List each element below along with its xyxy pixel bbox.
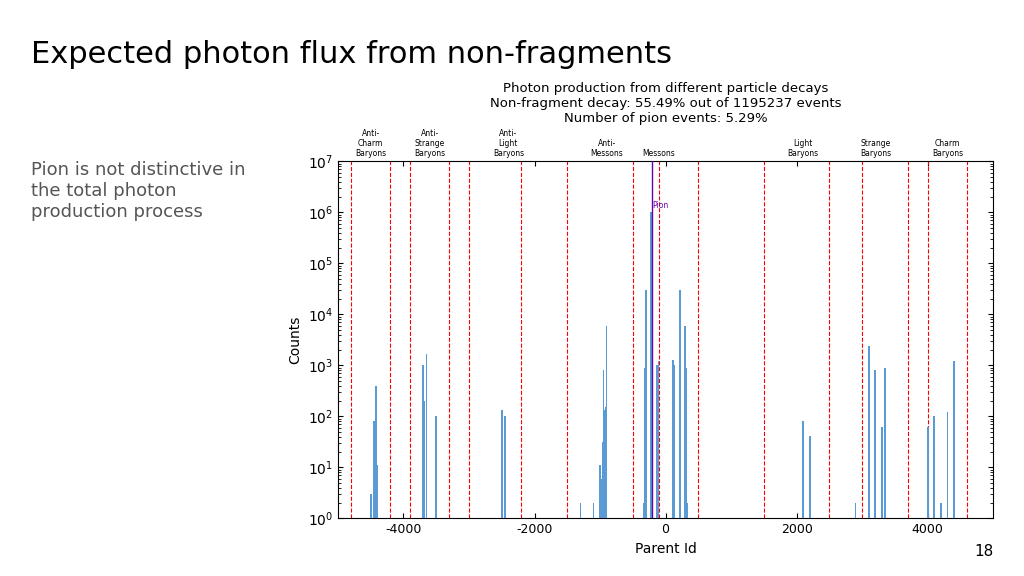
Text: Messons: Messons (643, 149, 676, 158)
Bar (602, 370, 604, 518)
Title: Photon production from different particle decays
Non-fragment decay: 55.49% out : Photon production from different particl… (489, 82, 842, 126)
Bar (599, 465, 601, 518)
Bar (422, 365, 424, 518)
Bar (679, 293, 680, 518)
Bar (672, 367, 674, 518)
Bar (605, 407, 607, 518)
Text: Anti-
Strange
Baryons: Anti- Strange Baryons (414, 128, 445, 158)
Bar (376, 457, 378, 518)
Bar (373, 421, 375, 518)
Text: Pion is not distinctive in
the total photon
production process: Pion is not distinctive in the total pho… (31, 161, 245, 221)
Bar (644, 367, 646, 518)
Bar (650, 365, 652, 518)
Bar (424, 401, 425, 518)
Bar (679, 365, 681, 518)
Bar (644, 503, 645, 518)
Bar (501, 410, 503, 518)
Text: Charm
Baryons: Charm Baryons (932, 139, 963, 158)
Bar (593, 503, 594, 518)
Bar (645, 290, 647, 518)
Bar (679, 377, 680, 518)
Bar (885, 367, 886, 518)
Bar (600, 479, 602, 518)
Bar (504, 416, 506, 518)
Bar (679, 290, 681, 518)
Bar (606, 325, 607, 518)
Bar (657, 361, 659, 518)
Bar (686, 503, 688, 518)
Bar (604, 410, 606, 518)
Bar (855, 503, 856, 518)
Bar (426, 354, 427, 518)
Bar (940, 503, 942, 518)
Bar (580, 503, 582, 518)
Text: Pion: Pion (652, 201, 668, 210)
Bar (809, 436, 811, 518)
Bar (686, 503, 687, 518)
Bar (657, 367, 659, 518)
Bar (927, 427, 929, 518)
Bar (600, 503, 601, 518)
Bar (803, 421, 804, 518)
Bar (657, 469, 658, 518)
Bar (602, 442, 603, 518)
Text: Strange
Baryons: Strange Baryons (860, 139, 891, 158)
Bar (377, 465, 378, 518)
Y-axis label: Counts: Counts (288, 316, 302, 364)
Bar (375, 385, 377, 518)
Bar (370, 494, 372, 518)
Text: Anti-
Light
Baryons: Anti- Light Baryons (493, 128, 524, 158)
X-axis label: Parent Id: Parent Id (635, 542, 696, 556)
Bar (684, 325, 686, 518)
Bar (672, 359, 674, 518)
Bar (946, 412, 948, 518)
Text: Light
Baryons: Light Baryons (787, 139, 819, 158)
Bar (685, 412, 687, 518)
Bar (650, 213, 652, 518)
Bar (435, 416, 437, 518)
Bar (881, 427, 883, 518)
Bar (953, 361, 954, 518)
Bar (644, 412, 646, 518)
Text: 18: 18 (974, 544, 993, 559)
Bar (673, 469, 674, 518)
Bar (685, 367, 687, 518)
Bar (685, 410, 687, 518)
Bar (656, 365, 657, 518)
Bar (644, 410, 646, 518)
Bar (651, 377, 652, 518)
Bar (934, 416, 935, 518)
Text: Expected photon flux from non-fragments: Expected photon flux from non-fragments (31, 40, 672, 69)
Bar (651, 293, 652, 518)
Bar (868, 346, 869, 518)
Text: Anti-
Charm
Baryons: Anti- Charm Baryons (355, 128, 386, 158)
Bar (874, 370, 877, 518)
Bar (674, 365, 675, 518)
Bar (643, 503, 645, 518)
Text: Anti-
Messons: Anti- Messons (590, 139, 623, 158)
